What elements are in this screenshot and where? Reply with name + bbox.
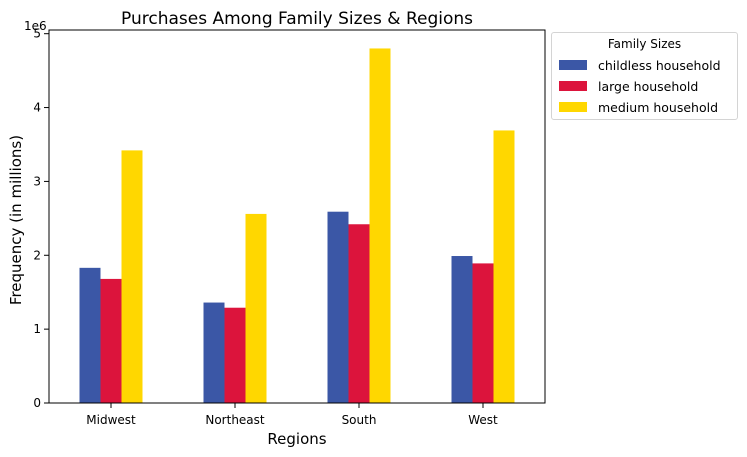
bar-northeast-medium <box>245 213 267 403</box>
chart-title: Purchases Among Family Sizes & Regions <box>121 9 473 29</box>
bar-midwest-large <box>100 278 122 403</box>
bar-south-medium <box>369 48 391 404</box>
y-ticks-group: 0 1 2 3 4 5 <box>33 27 49 410</box>
legend-label-large: large household <box>598 78 699 94</box>
x-tick-label-northeast: Northeast <box>205 413 265 427</box>
legend-label-childless: childless household <box>598 57 721 73</box>
bars-group <box>79 48 515 404</box>
legend-item-medium: medium household <box>559 99 718 115</box>
x-ticks-group: Midwest Northeast South West <box>86 403 498 427</box>
legend-item-childless: childless household <box>559 57 721 73</box>
y-tick-label: 5 <box>33 27 41 41</box>
legend-title: Family Sizes <box>607 37 682 51</box>
bar-midwest-medium <box>121 150 143 403</box>
legend-swatch-childless <box>559 60 587 70</box>
x-tick-label-midwest: Midwest <box>86 413 136 427</box>
y-tick-label: 0 <box>33 396 41 410</box>
bar-west-medium <box>493 130 515 404</box>
y-tick-label: 3 <box>33 174 41 188</box>
bar-south-childless <box>327 211 349 403</box>
bar-west-large <box>472 263 494 403</box>
y-offset-label: 1e6 <box>24 19 47 33</box>
x-axis-label: Regions <box>267 430 326 448</box>
legend-item-large: large household <box>559 78 698 94</box>
legend-swatch-medium <box>559 102 587 112</box>
y-axis-label: Frequency (in millions) <box>7 135 25 305</box>
y-tick-label: 2 <box>33 248 41 262</box>
bar-midwest-childless <box>79 267 101 403</box>
x-tick-label-south: South <box>342 413 377 427</box>
legend-swatch-large <box>559 81 587 91</box>
bar-northeast-childless <box>203 302 225 403</box>
bar-south-large <box>348 224 370 403</box>
x-tick-label-west: West <box>468 413 498 427</box>
y-tick-label: 1 <box>33 322 41 336</box>
legend: Family Sizes childless household large h… <box>551 32 738 120</box>
bar-northeast-large <box>224 307 246 403</box>
plot-frame <box>48 29 546 404</box>
bar-west-childless <box>451 256 473 403</box>
y-tick-label: 4 <box>33 101 41 115</box>
legend-label-medium: medium household <box>598 99 719 115</box>
